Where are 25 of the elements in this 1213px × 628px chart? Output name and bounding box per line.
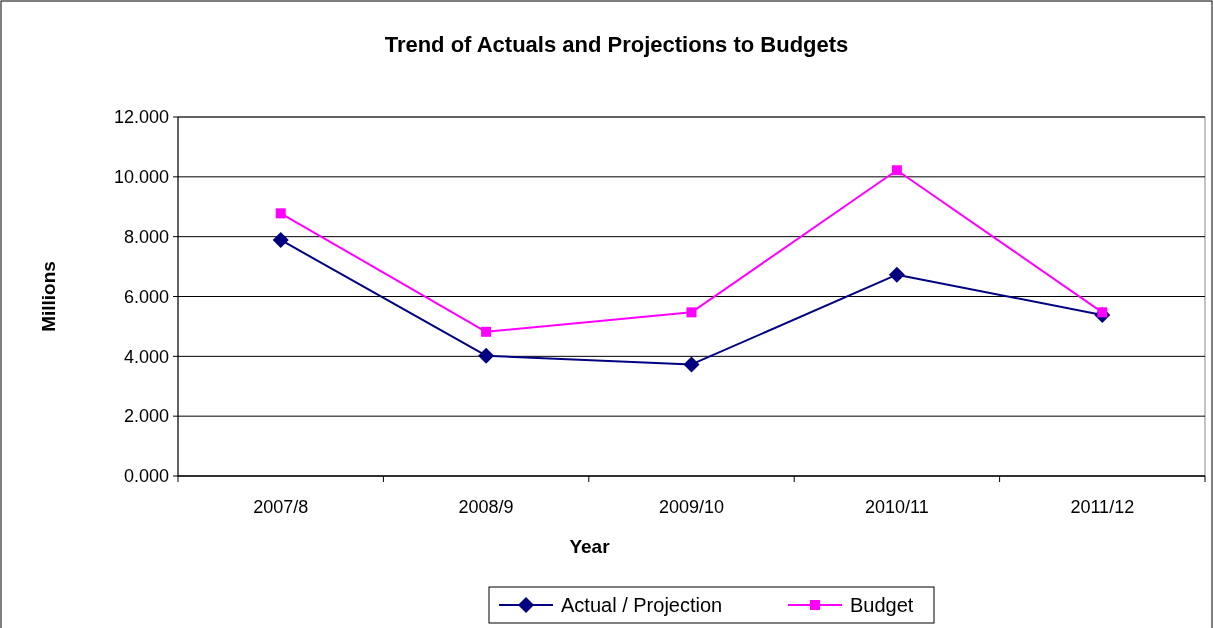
point [481,326,492,337]
x-axis-title: Year [569,536,611,557]
chart-title: Trend of Actuals and Projections to Budgets [384,32,849,57]
point [891,165,902,176]
point [888,266,905,283]
y-tick-label: 8.000 [123,226,169,247]
x-tick-label: 2008/9 [458,497,514,517]
legend-label: Actual / Projection [561,594,723,616]
point [683,356,700,373]
legend-label: Budget [850,594,914,616]
y-tick-label: 4.000 [123,346,169,367]
y-tick-label: 0.000 [123,466,169,487]
point [275,208,286,219]
point [272,231,289,248]
y-tick-label: 12.000 [113,107,169,128]
x-tick-label: 2009/10 [658,497,725,517]
point [478,347,495,364]
y-tick-label: 6.000 [123,286,169,307]
y-tick-label: 2.000 [123,406,169,427]
x-tick-label: 2011/12 [1070,497,1135,517]
x-tick-label: 2007/8 [253,497,309,517]
point [686,307,697,318]
x-tick-label: 2010/11 [865,497,929,517]
y-tick-label: 10.000 [113,167,169,188]
y-axis-title: Millions [38,261,59,332]
